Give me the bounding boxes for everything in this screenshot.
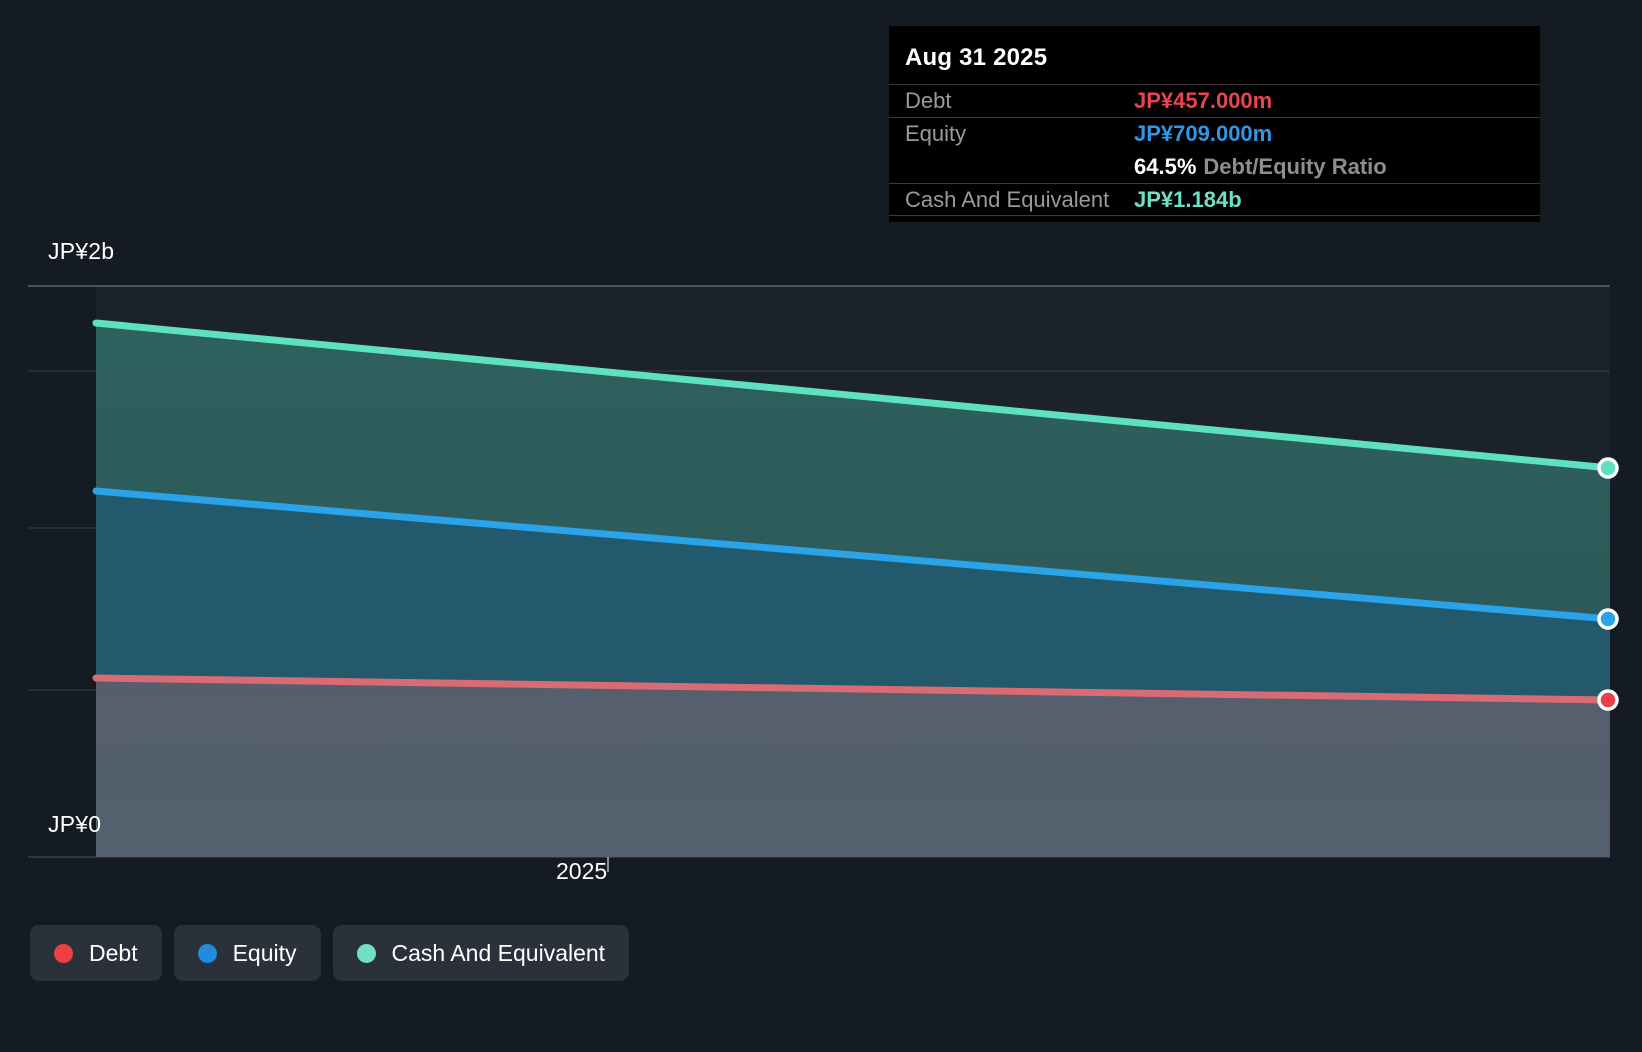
cash-line — [92, 319, 1614, 472]
legend-dot-debt-icon — [54, 943, 73, 963]
tooltip-value-equity: JP¥709.000m — [1134, 121, 1273, 146]
y-axis-top-label: JP¥2b — [48, 238, 115, 264]
tooltip-label-cash: Cash And Equivalent — [905, 186, 1110, 212]
financial-area-chart — [28, 285, 1619, 872]
legend-item-cash-and-equivalent[interactable]: Cash And Equivalent — [332, 925, 630, 981]
tooltip-row-cash: Cash And Equivalent JP¥1.184b — [889, 183, 1540, 216]
chart-legend: Debt Equity Cash And Equivalent — [30, 925, 630, 981]
legend-item-equity[interactable]: Equity — [173, 925, 321, 981]
equity-endpoint-marker[interactable] — [1597, 608, 1619, 630]
y-axis-bottom-label: JP¥0 — [48, 811, 102, 837]
tooltip-row-debt: Debt JP¥457.000m — [889, 84, 1540, 117]
debt-area — [96, 678, 1610, 857]
legend-label-cash-and-equivalent: Cash And Equivalent — [391, 939, 606, 966]
chart-plot-area: JP¥2b JP¥0 2025 — [28, 238, 1619, 884]
legend-label-equity: Equity — [232, 939, 297, 966]
x-axis-tick-label: 2025 — [556, 858, 608, 884]
tooltip-row-debt-equity-ratio: 64.5% Debt/Equity Ratio — [889, 150, 1540, 183]
equity-line — [92, 487, 1614, 623]
tooltip-date: Aug 31 2025 — [905, 44, 1048, 71]
cash-endpoint-marker[interactable] — [1597, 457, 1619, 479]
debt-endpoint-marker[interactable] — [1597, 689, 1619, 711]
legend-dot-equity-icon — [197, 943, 217, 963]
tooltip-label-debt: Debt — [905, 88, 952, 113]
tooltip-value-debt: JP¥457.000m — [1134, 88, 1273, 113]
tooltip-ratio-label: Debt/Equity Ratio — [1203, 153, 1387, 179]
tooltip-value-cash: JP¥1.184b — [1134, 186, 1242, 212]
legend-item-debt[interactable]: Debt — [30, 925, 162, 981]
debt-line — [92, 674, 1614, 704]
chart-tooltip: Aug 31 2025 Debt JP¥457.000m Equity JP¥7… — [889, 26, 1540, 222]
tooltip-label-equity: Equity — [905, 121, 967, 146]
tooltip-ratio-value: 64.5% — [1134, 153, 1197, 179]
legend-dot-cash-icon — [356, 943, 376, 963]
tooltip-row-equity: Equity JP¥709.000m — [889, 117, 1540, 150]
legend-label-debt: Debt — [89, 939, 138, 966]
